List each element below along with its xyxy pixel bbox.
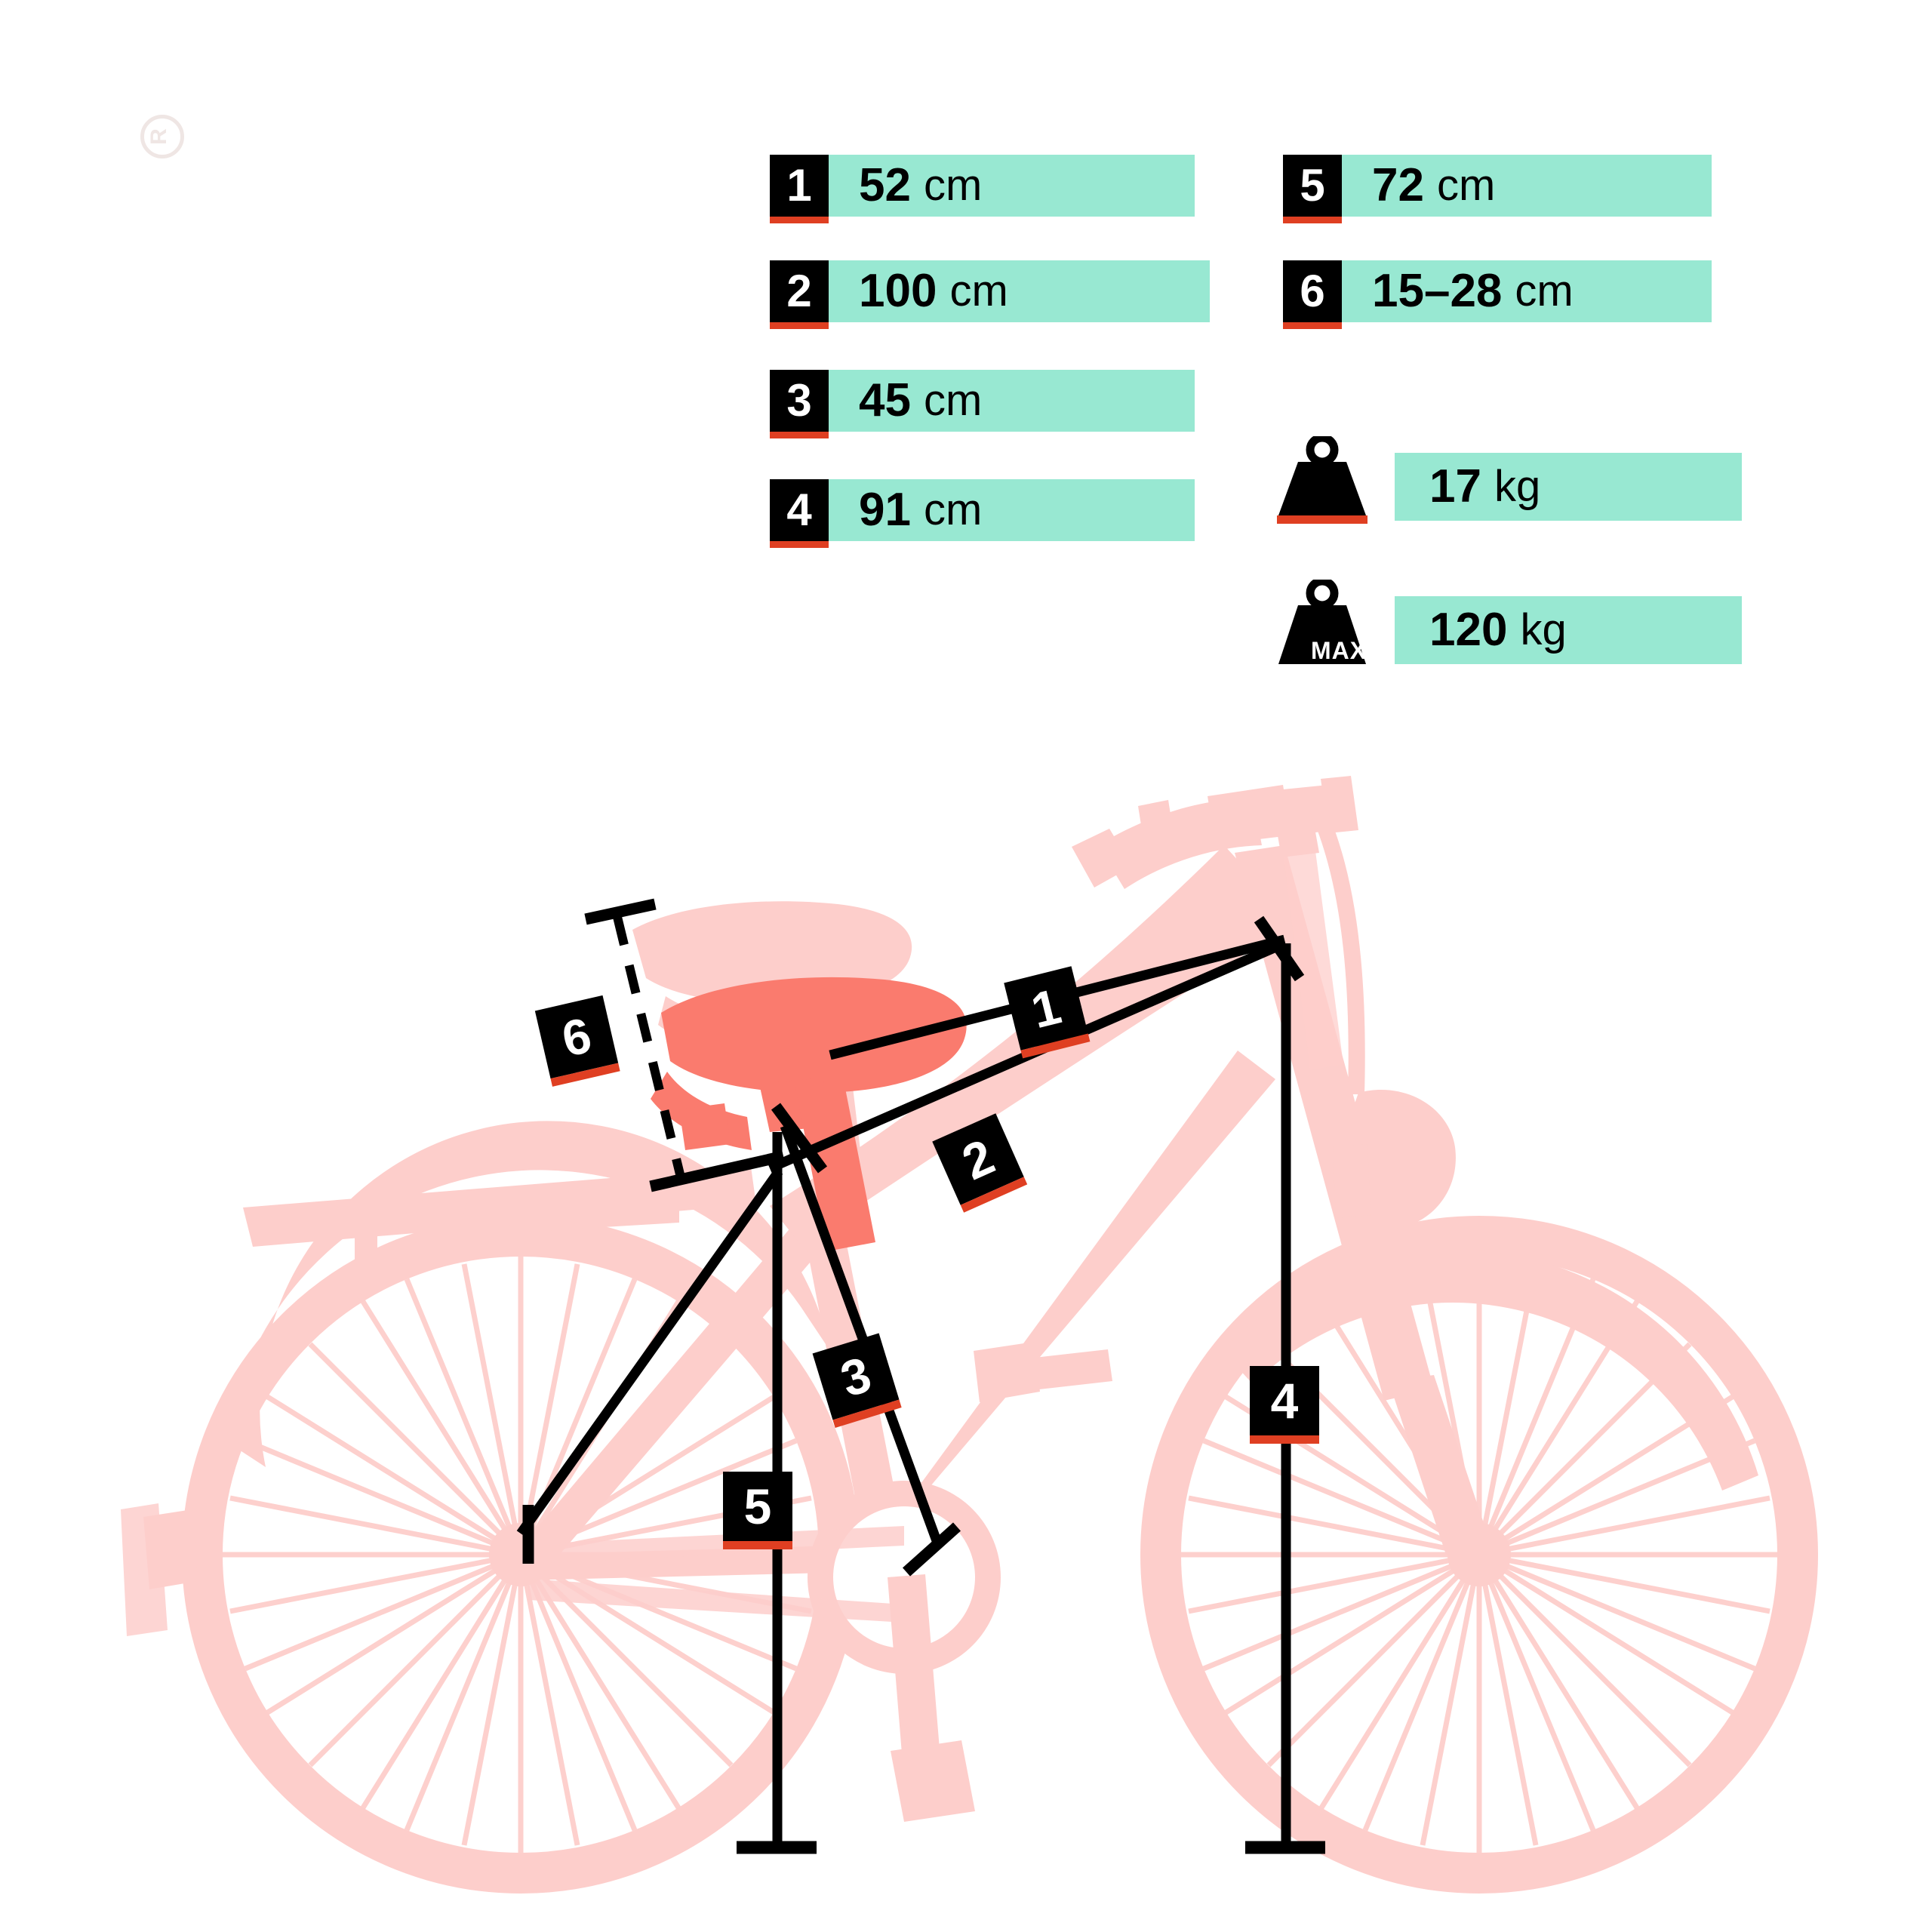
spec-index-badge-1: 1 (770, 155, 829, 223)
dim-line-6-dashed (613, 915, 685, 1179)
weight-unit-bike: kg (1494, 462, 1541, 511)
weight-max-icon (1278, 580, 1366, 664)
dim-tick-6-bottom (649, 1150, 785, 1192)
spec-index-badge-6: 6 (1283, 260, 1342, 329)
weight-max-label: MAX (1310, 637, 1367, 664)
bike-silhouette (121, 776, 1818, 1894)
weight-value-bar-max: 120 kg (1395, 596, 1742, 664)
spec-index-badge-4: 4 (770, 479, 829, 548)
spec-index-badge-5: 5 (1283, 155, 1342, 223)
spec-value-6: 15–28 (1372, 265, 1503, 317)
spec-row-3: 3 45 cm (770, 370, 1195, 438)
spec-row-4: 4 91 cm (770, 479, 1195, 548)
spec-value-bar-6: 15–28 cm (1342, 260, 1712, 322)
spec-row-1: 1 52 cm (770, 155, 1195, 223)
weight-icon (1277, 436, 1367, 524)
spec-unit-2: cm (949, 266, 1008, 315)
dim-tick-6-top (584, 898, 657, 925)
spec-value-2: 100 (859, 265, 937, 317)
dim-line-5-hub (516, 1168, 783, 1537)
weight-unit-max: kg (1520, 605, 1567, 654)
spec-row-5: 5 72 cm (1283, 155, 1712, 223)
weight-value-max: 120 (1429, 604, 1508, 656)
spec-unit-3: cm (923, 376, 983, 425)
spec-index-badge-2: 2 (770, 260, 829, 329)
spec-unit-1: cm (923, 161, 983, 210)
dim-tick-3-top (771, 1103, 828, 1174)
spec-value-bar-5: 72 cm (1342, 155, 1712, 217)
spec-value-3: 45 (859, 374, 911, 426)
dim-tick-3-bottom (902, 1522, 961, 1577)
weight-value-bar-bike: 17 kg (1395, 453, 1742, 521)
dim-line-3 (780, 1124, 943, 1547)
spec-unit-6: cm (1515, 266, 1574, 315)
spec-value-bar-4: 91 cm (829, 479, 1195, 541)
spec-row-2: 2 100 cm (770, 260, 1210, 329)
weight-value-bike: 17 (1429, 460, 1481, 512)
spec-value-4: 91 (859, 484, 911, 536)
spec-unit-4: cm (923, 485, 983, 534)
spec-value-bar-3: 45 cm (829, 370, 1195, 432)
bike-saddle-adjusted (651, 977, 967, 1251)
callout-badge-5: 5 (723, 1472, 792, 1549)
spec-index-badge-3: 3 (770, 370, 829, 438)
spec-value-bar-1: 52 cm (829, 155, 1195, 217)
weight-row-bike: 17 kg (1277, 436, 1742, 524)
dim-tick-handlebar (1254, 915, 1305, 982)
weight-row-max: MAX 120 kg (1277, 580, 1742, 664)
spec-value-1: 52 (859, 159, 911, 211)
spec-unit-5: cm (1436, 161, 1496, 210)
spec-value-5: 72 (1372, 159, 1424, 211)
spec-row-6: 6 15–28 cm (1283, 260, 1712, 329)
spec-value-bar-2: 100 cm (829, 260, 1210, 322)
callout-badge-4: 4 (1250, 1366, 1319, 1444)
